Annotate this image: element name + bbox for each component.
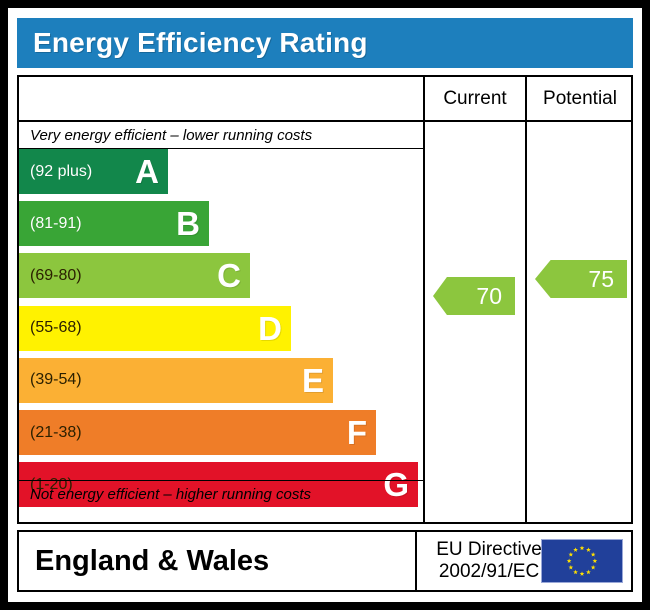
potential-rating-arrow: 75 [535, 260, 627, 298]
band-range-e: (39-54) [30, 371, 82, 389]
band-letter-a: A [135, 153, 159, 190]
rating-band-b: (81-91) B [19, 201, 209, 247]
caption-bottom-divider [19, 480, 423, 481]
certificate-footer: England & Wales EU Directive 2002/91/EC [17, 530, 633, 592]
footer-directive: EU Directive 2002/91/EC [423, 532, 555, 590]
band-range-a: (92 plus) [30, 162, 93, 180]
band-letter-d: D [258, 309, 282, 347]
band-range-b: (81-91) [30, 214, 82, 232]
band-range-d: (55-68) [30, 319, 82, 337]
column-divider-current [423, 77, 425, 522]
band-range-c: (69-80) [30, 266, 82, 284]
rating-table: Current Potential Very energy efficient … [17, 75, 633, 524]
band-range-g: (1-20) [30, 475, 73, 493]
band-letter-c: C [217, 257, 241, 295]
band-letter-g: G [383, 466, 409, 504]
rating-band-e: (39-54) E [19, 357, 333, 403]
column-divider-potential [525, 77, 527, 522]
eu-flag-icon [541, 539, 623, 583]
rating-band-d: (55-68) D [19, 305, 291, 351]
rating-band-f: (21-38) F [19, 410, 376, 455]
page-title: Energy Efficiency Rating [33, 27, 368, 58]
band-letter-f: F [346, 414, 367, 451]
footer-divider [415, 532, 417, 590]
band-letter-e: E [301, 361, 324, 399]
caption-not-efficient: Not energy efficient – higher running co… [30, 485, 311, 503]
band-letter-b: B [176, 205, 200, 243]
potential-rating-value: 75 [588, 265, 614, 292]
column-header-current: Current [443, 87, 507, 109]
chart-header-banner: Energy Efficiency Rating [17, 18, 633, 68]
band-range-f: (21-38) [30, 423, 82, 441]
rating-band-a: (92 plus) A [19, 149, 168, 194]
caption-top-divider [19, 148, 423, 149]
current-rating-arrow: 70 [433, 277, 515, 315]
directive-line-2: 2002/91/EC [438, 561, 540, 582]
caption-very-efficient: Very energy efficient – lower running co… [30, 126, 313, 144]
footer-region-label: England & Wales [35, 544, 270, 577]
epc-certificate: Energy Efficiency Rating Current Potenti… [8, 8, 642, 602]
column-header-potential: Potential [543, 87, 617, 109]
rating-band-c: (69-80) C [19, 253, 250, 299]
rating-bands: (92 plus) A (81-91) B (69-80) C (55-68) D (39-54… [19, 149, 423, 508]
header-row-divider [19, 120, 631, 122]
rating-band-g: (1-20) G [19, 462, 418, 508]
current-rating-value: 70 [476, 282, 502, 309]
directive-line-1: EU Directive [436, 539, 542, 561]
